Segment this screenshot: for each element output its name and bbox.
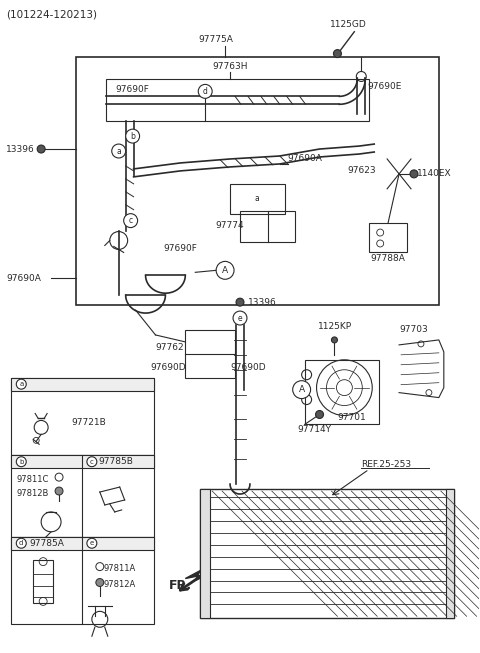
Text: 97690D: 97690D bbox=[230, 363, 266, 372]
Bar bbox=[33, 560, 53, 603]
Circle shape bbox=[198, 84, 212, 99]
Bar bbox=[12, 377, 154, 390]
Text: e: e bbox=[90, 540, 94, 547]
Text: 97721B: 97721B bbox=[71, 418, 106, 427]
Text: 97701: 97701 bbox=[337, 413, 366, 422]
Circle shape bbox=[16, 456, 26, 467]
Text: 13396: 13396 bbox=[248, 298, 276, 307]
Text: 97623: 97623 bbox=[348, 167, 376, 176]
Text: 1125GD: 1125GD bbox=[329, 20, 366, 29]
Bar bbox=[12, 537, 154, 550]
Bar bbox=[12, 455, 154, 468]
Circle shape bbox=[55, 487, 63, 495]
Circle shape bbox=[37, 145, 45, 153]
Text: 97785A: 97785A bbox=[29, 539, 64, 548]
Text: 97762: 97762 bbox=[156, 343, 184, 353]
Polygon shape bbox=[185, 571, 210, 581]
Text: 97690D: 97690D bbox=[151, 363, 186, 372]
Text: a: a bbox=[116, 146, 121, 155]
Circle shape bbox=[315, 411, 324, 419]
Circle shape bbox=[334, 50, 341, 57]
Text: 97690F: 97690F bbox=[164, 244, 197, 253]
Text: REF.25-253: REF.25-253 bbox=[361, 460, 411, 469]
Circle shape bbox=[293, 381, 311, 398]
Text: a: a bbox=[254, 194, 259, 203]
Circle shape bbox=[410, 170, 418, 178]
Text: FR.: FR. bbox=[168, 579, 192, 592]
Circle shape bbox=[96, 579, 104, 586]
Text: 97703: 97703 bbox=[399, 325, 428, 334]
Text: 97763H: 97763H bbox=[212, 62, 248, 71]
Bar bbox=[200, 489, 454, 618]
Circle shape bbox=[87, 456, 97, 467]
Text: 97785B: 97785B bbox=[99, 457, 134, 466]
Bar bbox=[240, 211, 295, 242]
Text: (101224-120213): (101224-120213) bbox=[6, 10, 97, 20]
Bar bbox=[185, 330, 235, 377]
Bar bbox=[230, 184, 285, 214]
Circle shape bbox=[124, 214, 138, 228]
Text: 97690E: 97690E bbox=[367, 82, 402, 91]
Circle shape bbox=[233, 311, 247, 325]
Text: d: d bbox=[19, 540, 24, 547]
Text: d: d bbox=[203, 87, 208, 96]
Text: 97774: 97774 bbox=[215, 221, 244, 230]
Bar bbox=[76, 57, 439, 305]
Text: 97775A: 97775A bbox=[198, 35, 233, 44]
Circle shape bbox=[236, 298, 244, 306]
Text: b: b bbox=[130, 132, 135, 140]
Text: 97690A: 97690A bbox=[6, 274, 41, 283]
Bar bbox=[106, 80, 369, 121]
Bar bbox=[12, 537, 154, 624]
Text: 1125KP: 1125KP bbox=[318, 323, 352, 332]
Text: 97811C: 97811C bbox=[16, 475, 48, 484]
Text: c: c bbox=[90, 458, 94, 465]
Circle shape bbox=[16, 538, 26, 549]
Text: 97690A: 97690A bbox=[288, 155, 323, 163]
Text: 97811A: 97811A bbox=[104, 564, 136, 573]
Text: e: e bbox=[238, 313, 242, 323]
Text: b: b bbox=[19, 458, 24, 465]
Text: 97812B: 97812B bbox=[16, 488, 48, 498]
Circle shape bbox=[332, 337, 337, 343]
Bar bbox=[12, 455, 154, 537]
Text: 97788A: 97788A bbox=[370, 254, 405, 263]
Text: 1140EX: 1140EX bbox=[417, 169, 452, 178]
Bar bbox=[12, 377, 154, 455]
Circle shape bbox=[126, 129, 140, 143]
Bar bbox=[305, 360, 379, 424]
Circle shape bbox=[112, 144, 126, 158]
Bar bbox=[446, 489, 454, 618]
Bar bbox=[369, 223, 407, 253]
Text: a: a bbox=[19, 381, 24, 387]
Text: A: A bbox=[299, 385, 305, 394]
Circle shape bbox=[16, 379, 26, 389]
Circle shape bbox=[216, 261, 234, 279]
Circle shape bbox=[87, 538, 97, 549]
Text: 97690F: 97690F bbox=[116, 85, 150, 94]
Text: 97812A: 97812A bbox=[104, 580, 136, 589]
Text: 13396: 13396 bbox=[6, 144, 35, 153]
Text: A: A bbox=[222, 266, 228, 275]
Text: 97714Y: 97714Y bbox=[298, 425, 332, 434]
Bar bbox=[200, 489, 210, 618]
Text: c: c bbox=[129, 216, 132, 225]
